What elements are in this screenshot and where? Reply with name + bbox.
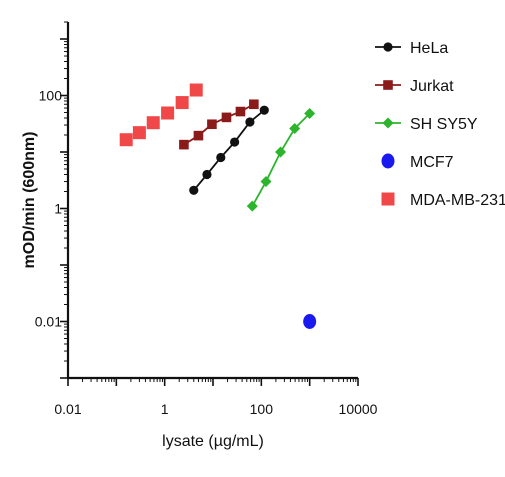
legend-marker-jurkat [383, 80, 393, 90]
x-tick-label: 1 [161, 401, 169, 417]
x-axis-label: lysate (µg/mL) [162, 433, 264, 450]
data-point-mda-mb-231 [146, 116, 160, 130]
data-point-jurkat [235, 106, 246, 117]
x-tick-label: 10000 [339, 401, 378, 417]
legend-label-jurkat: Jurkat [410, 78, 454, 95]
legend: HeLa Jurkat SH SY5Y MCF7 MDA-MB-231 [375, 40, 505, 209]
data-point-mda-mb-231 [189, 83, 203, 97]
legend-marker-hela [383, 42, 393, 52]
y-tick-label: 1 [54, 201, 62, 217]
tick-labels: 0.01 1 100 10000 0.01 1 100 [35, 88, 378, 417]
series-line-sh-sy5y [251, 112, 311, 207]
x-tick-label: 0.01 [54, 401, 81, 417]
data-point-jurkat [249, 99, 259, 110]
data-point-hela [259, 105, 269, 115]
x-tick-label: 100 [250, 401, 274, 417]
legend-marker-mcf7 [381, 153, 395, 169]
data-point-hela [230, 137, 240, 147]
data-point-hela [202, 169, 212, 180]
legend-marker-sh-sy5y [382, 117, 394, 129]
data-point-mda-mb-231 [119, 133, 133, 147]
data-point-sh-sy5y [260, 176, 272, 188]
legend-label-sh-sy5y: SH SY5Y [410, 116, 478, 133]
legend-label-mcf7: MCF7 [410, 154, 454, 171]
data-point-sh-sy5y [289, 123, 301, 135]
data-point-mda-mb-231 [175, 96, 189, 110]
ticks [60, 21, 359, 386]
data-point-hela [216, 152, 226, 163]
data-point-hela [245, 117, 255, 127]
data-point-jurkat [179, 139, 189, 150]
data-point-sh-sy5y [304, 108, 316, 120]
data-point-sh-sy5y [246, 200, 258, 212]
y-axis-label: mOD/min (600nm) [21, 132, 38, 269]
y-tick-label: 100 [39, 88, 63, 104]
data-point-jurkat [221, 112, 232, 123]
data-point-mcf7 [303, 314, 317, 330]
data-point-hela [189, 185, 199, 195]
y-tick-label: 0.01 [35, 314, 62, 330]
legend-marker-mda-mb-231 [381, 192, 395, 206]
data-point-sh-sy5y [275, 146, 287, 158]
legend-label-hela: HeLa [410, 40, 448, 57]
legend-label-mda-mb-231: MDA-MB-231 [410, 192, 505, 209]
data-point-mda-mb-231 [132, 126, 146, 140]
data-point-mda-mb-231 [161, 106, 175, 120]
markers [119, 83, 317, 330]
data-point-jurkat [193, 130, 204, 141]
data-point-jurkat [207, 119, 217, 130]
